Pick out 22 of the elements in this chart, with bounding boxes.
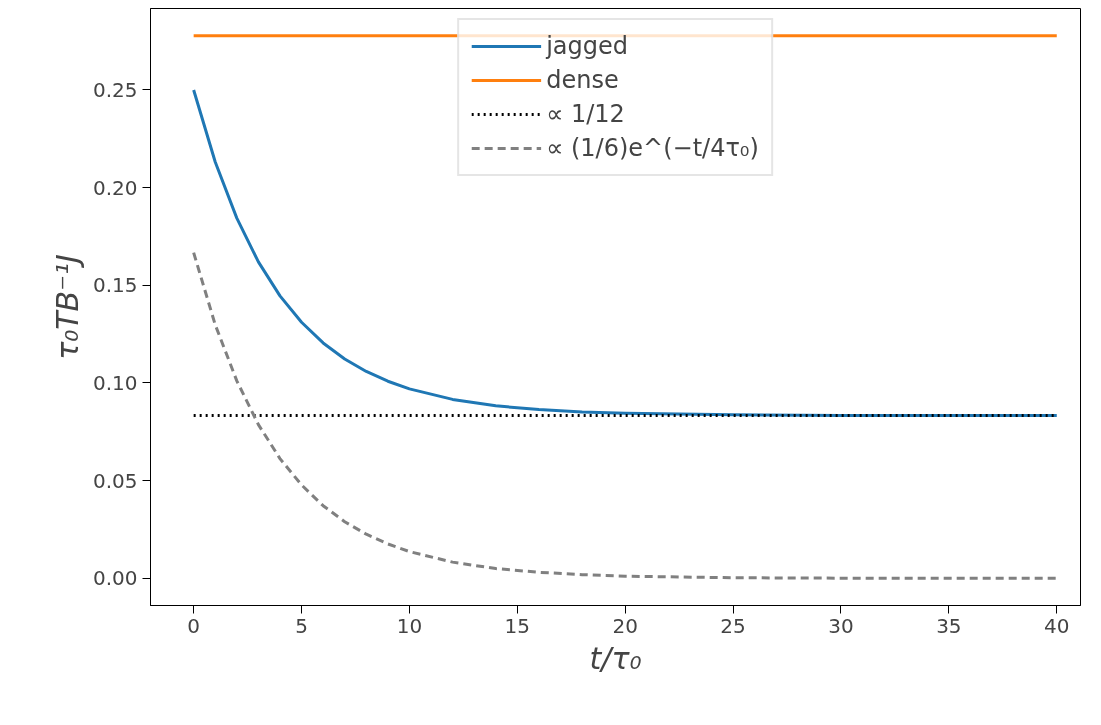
x-tick-label: 0 <box>187 613 201 638</box>
legend-label: dense <box>546 66 619 94</box>
x-tick-label: 30 <box>828 613 854 638</box>
x-tick-label: 35 <box>936 613 962 638</box>
x-tick-label: 40 <box>1044 613 1070 638</box>
legend-label: ∝ (1/6)e^(−t/4τ₀) <box>546 134 759 162</box>
x-tick-label: 25 <box>720 613 746 638</box>
y-tick-label: 0.25 <box>92 77 138 102</box>
legend-label: ∝ 1/12 <box>546 100 625 128</box>
y-tick-label: 0.00 <box>92 566 138 591</box>
y-axis-title: τ₀TB⁻¹J <box>49 254 85 360</box>
x-tick-label: 5 <box>295 613 308 638</box>
y-tick-label: 0.20 <box>92 175 138 200</box>
y-tick-label: 0.15 <box>92 273 138 298</box>
x-tick-label: 20 <box>612 613 638 638</box>
x-tick-label: 10 <box>396 613 423 638</box>
line-series <box>192 251 1059 580</box>
x-tick-label: 15 <box>504 613 531 638</box>
legend-label: jagged <box>546 32 629 60</box>
y-tick-label: 0.05 <box>92 468 138 493</box>
x-axis-title: t/τ₀ <box>589 640 642 676</box>
y-tick-label: 0.10 <box>92 370 138 395</box>
